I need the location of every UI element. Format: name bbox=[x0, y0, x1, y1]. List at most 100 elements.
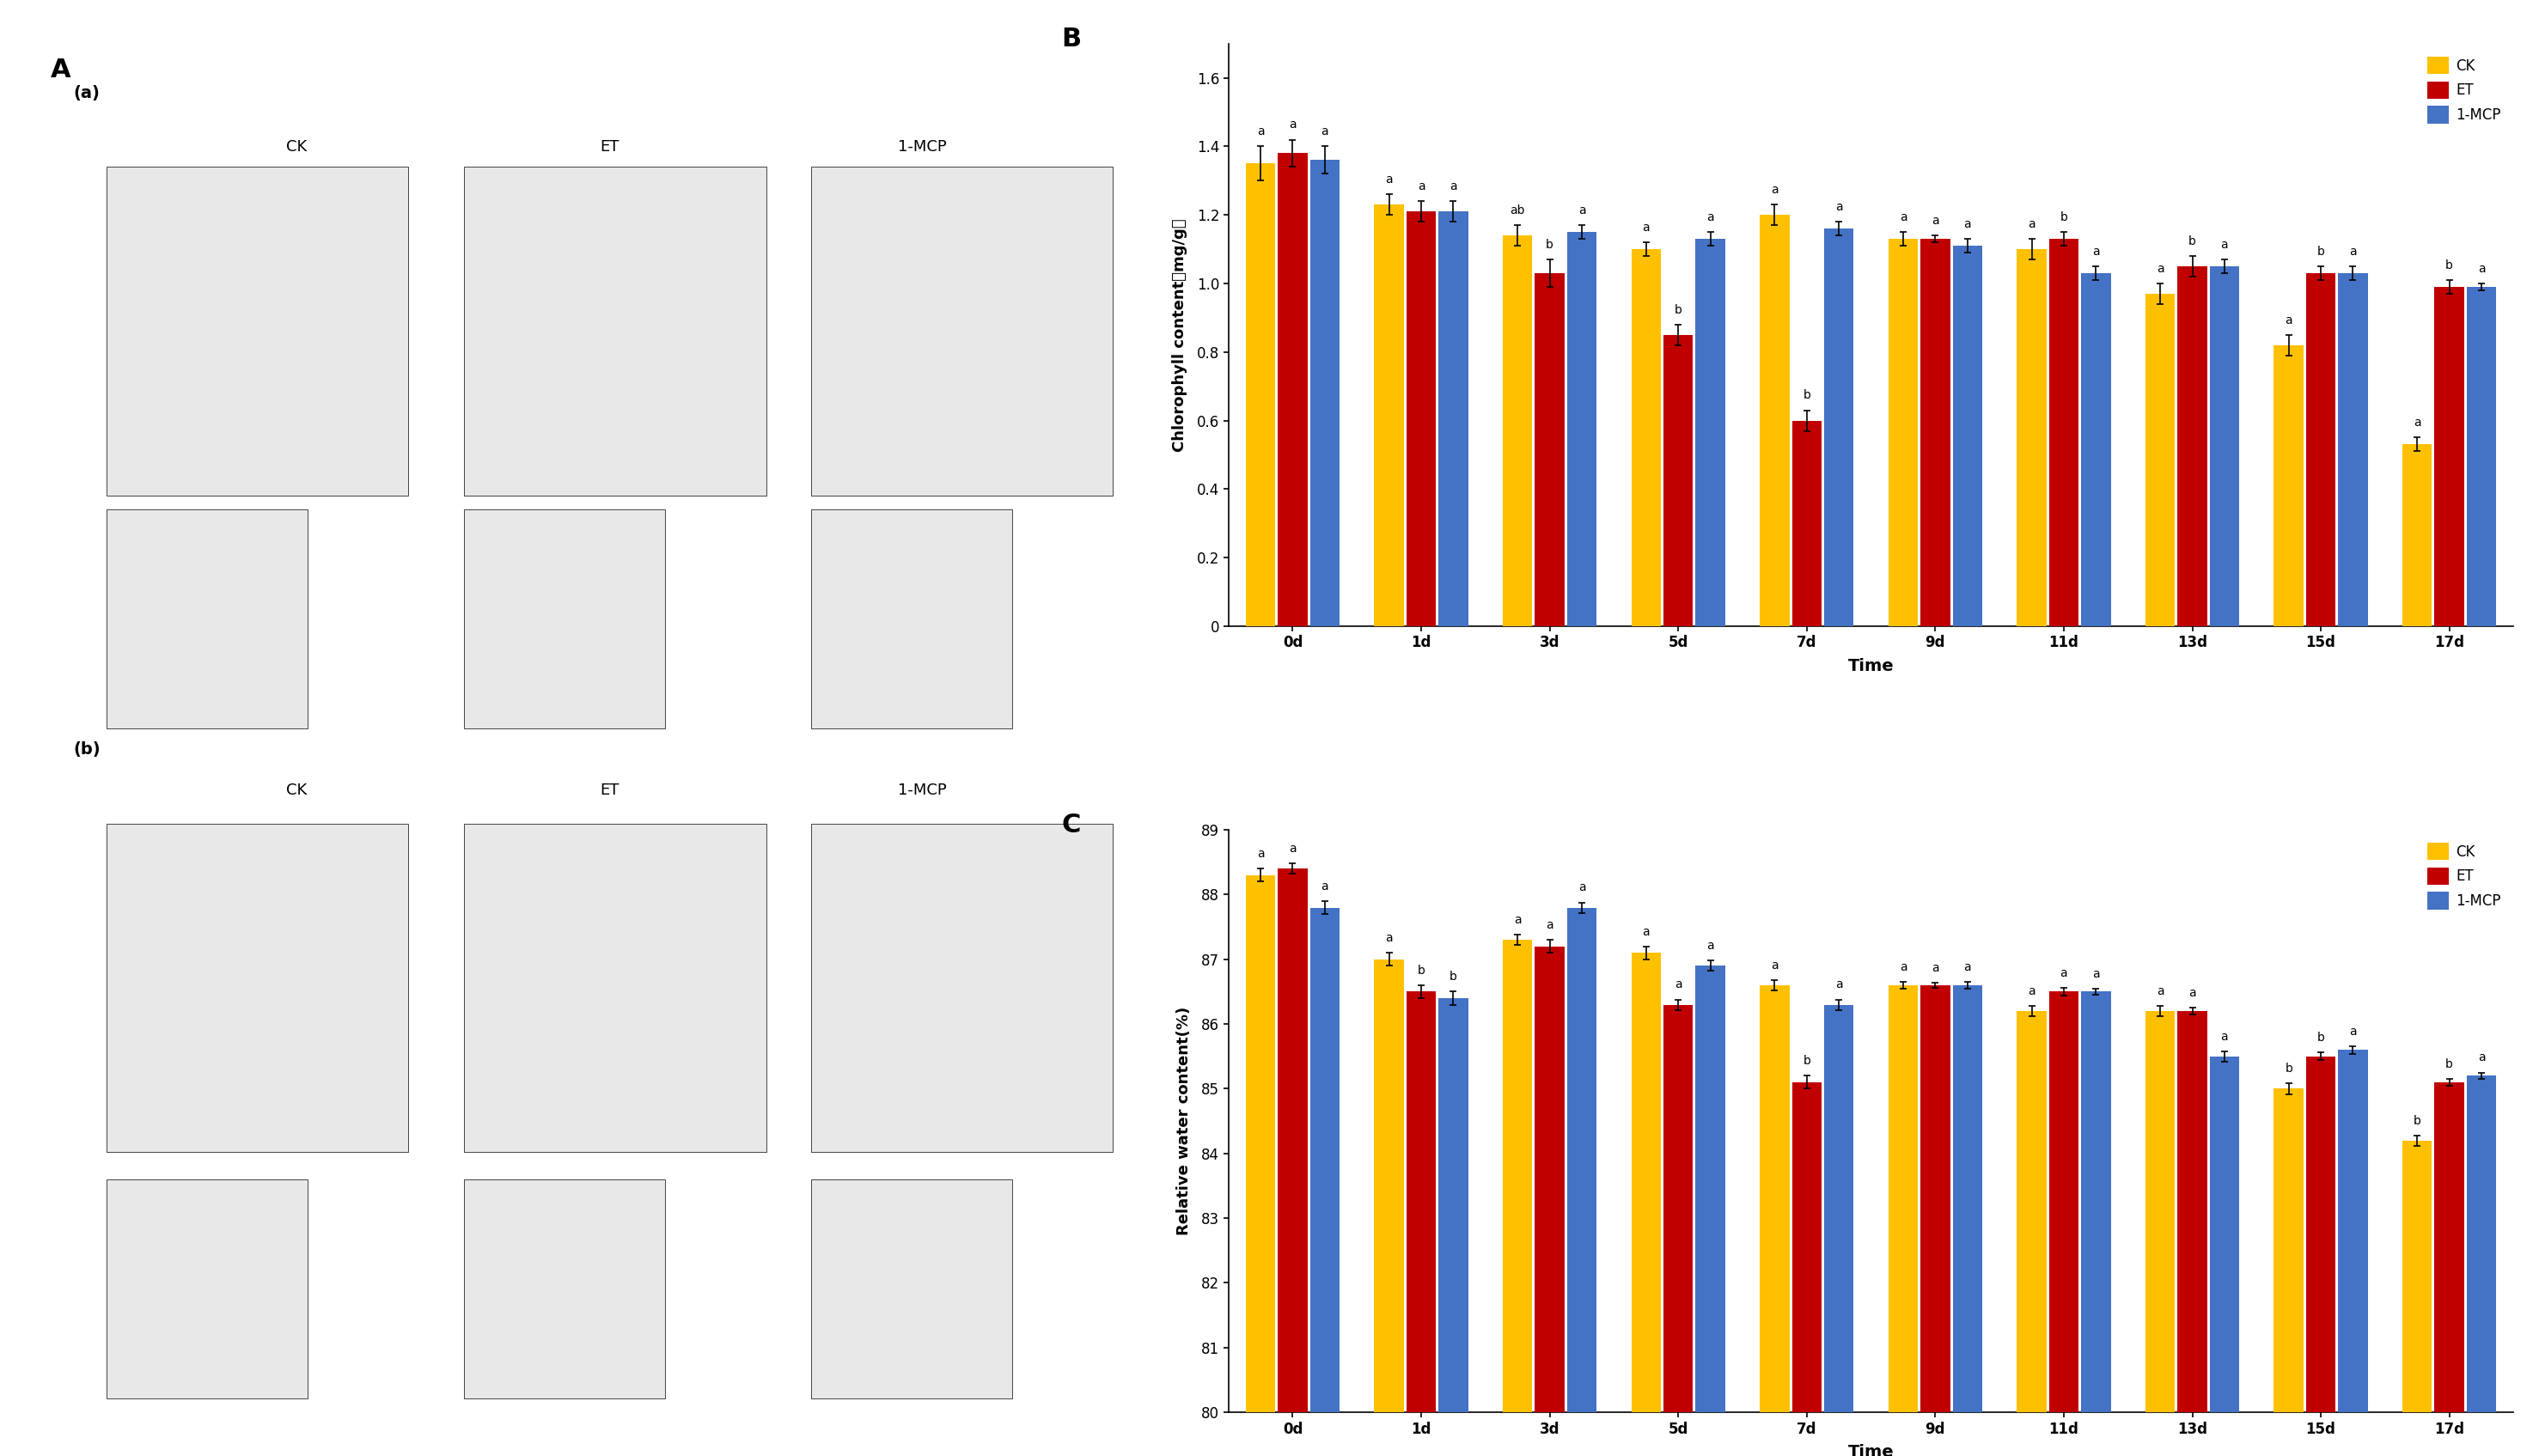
Text: (a): (a) bbox=[74, 84, 99, 100]
Text: 1-MCP: 1-MCP bbox=[899, 783, 947, 798]
Text: b: b bbox=[2445, 1059, 2453, 1070]
Text: b: b bbox=[2059, 211, 2067, 223]
FancyBboxPatch shape bbox=[465, 167, 767, 495]
Bar bbox=[1536, 946, 1564, 1456]
Text: a: a bbox=[1320, 881, 1328, 893]
Bar bbox=[1952, 986, 1983, 1456]
Text: a: a bbox=[2415, 416, 2420, 430]
Bar bbox=[2402, 1140, 2432, 1456]
Text: a: a bbox=[1963, 961, 1970, 973]
FancyBboxPatch shape bbox=[810, 824, 1112, 1152]
Text: b: b bbox=[1546, 239, 1554, 250]
Bar bbox=[1633, 249, 1661, 626]
Text: b: b bbox=[2318, 1032, 2326, 1044]
Bar bbox=[1247, 875, 1275, 1456]
Bar bbox=[1440, 211, 1468, 626]
Text: a: a bbox=[1546, 919, 1554, 932]
Text: a: a bbox=[1770, 960, 1777, 971]
Text: (b): (b) bbox=[74, 741, 102, 759]
Text: 1-MCP: 1-MCP bbox=[899, 140, 947, 154]
Text: b: b bbox=[2415, 1115, 2422, 1127]
Bar bbox=[2209, 1057, 2239, 1456]
Bar bbox=[1310, 907, 1341, 1456]
Text: a: a bbox=[1579, 882, 1584, 894]
Y-axis label: Relative water content(%): Relative water content(%) bbox=[1176, 1006, 1191, 1236]
Text: a: a bbox=[1770, 183, 1777, 197]
Text: a: a bbox=[1899, 961, 1907, 973]
Text: a: a bbox=[1579, 204, 1584, 217]
Text: a: a bbox=[2059, 967, 2067, 978]
Bar bbox=[2402, 444, 2432, 626]
Bar bbox=[2082, 992, 2110, 1456]
Bar bbox=[1760, 986, 1790, 1456]
Bar bbox=[1374, 205, 1404, 626]
Text: a: a bbox=[1932, 215, 1940, 227]
Bar bbox=[1889, 986, 1917, 1456]
Bar bbox=[1919, 986, 1950, 1456]
Bar bbox=[2275, 345, 2303, 626]
Text: b: b bbox=[2285, 1063, 2293, 1075]
Text: a: a bbox=[2478, 1051, 2486, 1064]
Bar bbox=[1503, 941, 1534, 1456]
Bar bbox=[1823, 1005, 1853, 1456]
Bar bbox=[2209, 266, 2239, 626]
Text: b: b bbox=[2318, 246, 2326, 258]
Bar bbox=[2178, 1010, 2206, 1456]
Bar bbox=[1696, 965, 1724, 1456]
Bar bbox=[1760, 215, 1790, 626]
Text: C: C bbox=[1061, 812, 1082, 837]
Text: a: a bbox=[1836, 201, 1843, 213]
Text: a: a bbox=[1513, 914, 1521, 926]
X-axis label: Time: Time bbox=[1848, 658, 1894, 674]
FancyBboxPatch shape bbox=[107, 1179, 307, 1399]
Bar bbox=[1503, 236, 1534, 626]
FancyBboxPatch shape bbox=[107, 510, 307, 728]
Bar bbox=[2145, 1010, 2176, 1456]
Bar bbox=[1663, 1005, 1694, 1456]
Text: b: b bbox=[1450, 971, 1457, 983]
Bar bbox=[1633, 952, 1661, 1456]
Text: b: b bbox=[1417, 964, 1424, 977]
Text: a: a bbox=[1386, 173, 1394, 186]
Bar bbox=[2016, 249, 2046, 626]
Bar bbox=[1277, 153, 1308, 626]
Text: a: a bbox=[2029, 986, 2036, 997]
Text: a: a bbox=[1676, 978, 1681, 990]
Text: a: a bbox=[1386, 932, 1394, 943]
Bar bbox=[2435, 1082, 2465, 1456]
Text: B: B bbox=[1061, 26, 1082, 51]
Bar bbox=[2338, 274, 2369, 626]
Legend: CK, ET, 1-MCP: CK, ET, 1-MCP bbox=[2422, 51, 2506, 130]
FancyBboxPatch shape bbox=[810, 510, 1013, 728]
Text: a: a bbox=[1257, 847, 1264, 860]
Text: ab: ab bbox=[1511, 204, 1526, 217]
Text: a: a bbox=[1706, 211, 1714, 223]
Bar bbox=[2049, 992, 2079, 1456]
Text: a: a bbox=[1899, 211, 1907, 223]
Text: a: a bbox=[2092, 246, 2100, 258]
Bar bbox=[1374, 960, 1404, 1456]
Bar bbox=[2305, 274, 2336, 626]
Text: b: b bbox=[2445, 259, 2453, 271]
Text: a: a bbox=[2285, 314, 2293, 326]
Text: a: a bbox=[1417, 181, 1424, 192]
Bar bbox=[2275, 1089, 2303, 1456]
Bar bbox=[1407, 992, 1437, 1456]
Bar bbox=[1536, 274, 1564, 626]
Bar bbox=[2178, 266, 2206, 626]
Bar bbox=[1889, 239, 1917, 626]
Legend: CK, ET, 1-MCP: CK, ET, 1-MCP bbox=[2422, 837, 2506, 916]
Text: a: a bbox=[1320, 125, 1328, 138]
Text: a: a bbox=[1836, 978, 1843, 990]
Bar bbox=[2145, 294, 2176, 626]
Text: a: a bbox=[1706, 941, 1714, 952]
Bar bbox=[2468, 287, 2496, 626]
Text: b: b bbox=[1803, 1056, 1810, 1067]
Bar bbox=[1696, 239, 1724, 626]
Text: b: b bbox=[2189, 236, 2196, 248]
Bar bbox=[1663, 335, 1694, 626]
Text: a: a bbox=[2156, 262, 2163, 275]
Bar bbox=[1247, 163, 1275, 626]
Text: a: a bbox=[1290, 843, 1297, 855]
Bar bbox=[1407, 211, 1437, 626]
